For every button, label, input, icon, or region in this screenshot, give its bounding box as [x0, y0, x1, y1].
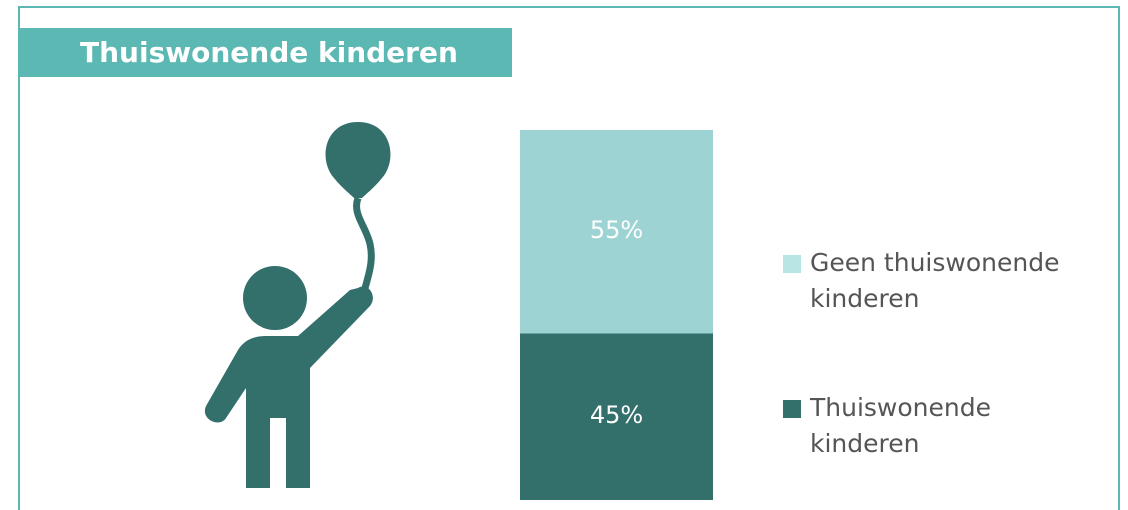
frame: [18, 6, 1120, 510]
legend-label: Thuiswonende kinderen: [810, 393, 991, 458]
legend-swatch: [783, 255, 801, 273]
legend-label: Geen thuiswonende kinderen: [810, 248, 1060, 313]
value-label: 55%: [589, 215, 644, 244]
bar-segment: [520, 333, 713, 500]
value-label: 45%: [589, 400, 644, 429]
child-icon: [204, 122, 391, 488]
legend-swatch: [783, 400, 801, 418]
legend-item: Thuiswonende kinderen: [783, 390, 1033, 462]
bar-segment: [520, 130, 713, 334]
legend-item: Geen thuiswonende kinderen: [783, 245, 1073, 317]
chart-title: Thuiswonende kinderen: [20, 28, 512, 77]
